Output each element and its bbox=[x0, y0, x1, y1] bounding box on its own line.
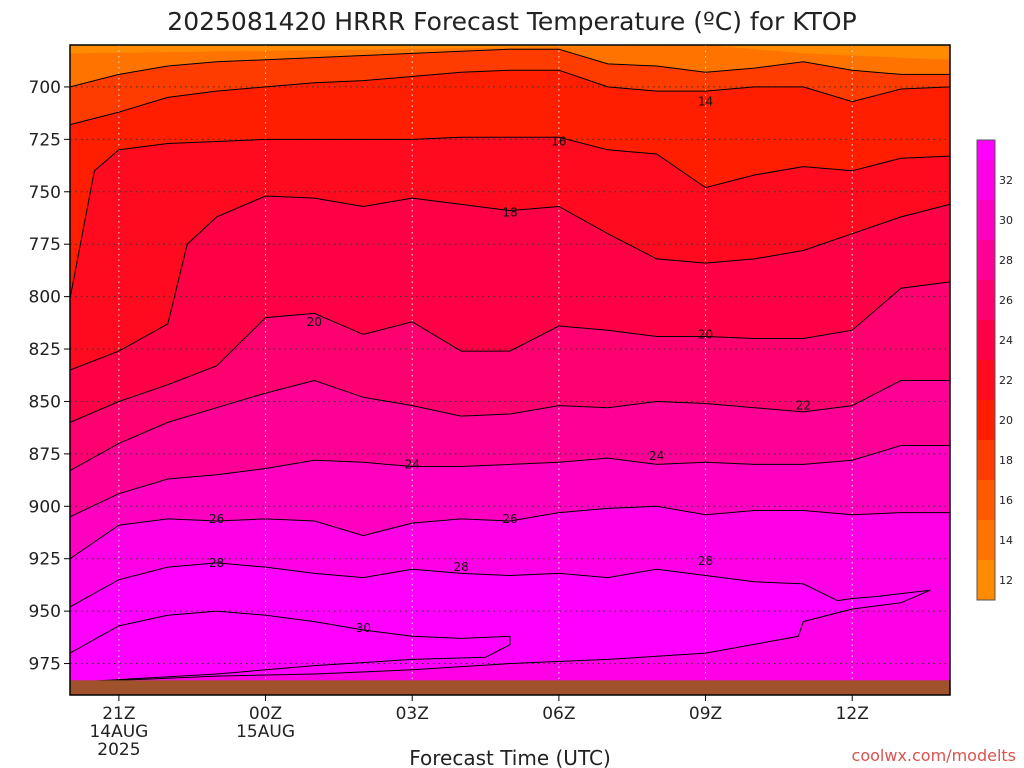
colorbar-swatch bbox=[977, 140, 995, 160]
contour-label: 20 bbox=[698, 327, 713, 341]
colorbar-swatch bbox=[977, 480, 995, 520]
band-fill-top bbox=[70, 45, 950, 60]
colorbar-tick-label: 20 bbox=[999, 414, 1013, 427]
y-axis: 700 725 750 775 800 825 850 875 900 925 950 975 bbox=[29, 78, 70, 675]
y-tick-label: 700 bbox=[29, 78, 61, 98]
temperature-fill-layer bbox=[70, 45, 950, 695]
contour-label: 20 bbox=[307, 315, 322, 329]
y-tick-label: 775 bbox=[29, 235, 61, 255]
colorbar-tick-label: 12 bbox=[999, 574, 1013, 587]
colorbar-tick-label: 16 bbox=[999, 494, 1013, 507]
contour-label: 18 bbox=[502, 206, 517, 220]
x-tick-date: 15AUG bbox=[236, 722, 295, 742]
colorbar-swatch bbox=[977, 520, 995, 560]
contour-line-32 bbox=[70, 610, 511, 683]
colorbar: 12 14 16 18 20 22 24 26 28 30 32 bbox=[976, 139, 1013, 601]
colorbar-swatch bbox=[977, 320, 995, 360]
plot-frame bbox=[69, 44, 951, 696]
colorbar-swatch bbox=[977, 360, 995, 400]
y-tick-label: 750 bbox=[29, 183, 61, 203]
contour-line-30 bbox=[70, 562, 931, 683]
contour-line-18 bbox=[70, 136, 950, 299]
colorbar-tick-label: 14 bbox=[999, 534, 1013, 547]
x-tick-label: 06Z bbox=[542, 704, 575, 724]
x-axis-label: Forecast Time (UTC) bbox=[409, 746, 611, 768]
contour-line-24 bbox=[70, 379, 950, 472]
contour-line-26 bbox=[70, 445, 950, 518]
y-tick-label: 850 bbox=[29, 392, 61, 412]
colorbar-tick-label: 24 bbox=[999, 334, 1013, 347]
x-tick-label: 00Z bbox=[249, 704, 282, 724]
colorbar-swatch bbox=[977, 440, 995, 480]
credit-text: coolwx.com/modelts bbox=[852, 746, 1016, 765]
contour-line-layer bbox=[70, 48, 950, 683]
contour-label: 14 bbox=[698, 95, 713, 109]
colorbar-tick-label: 26 bbox=[999, 294, 1013, 307]
contour-label: 16 bbox=[551, 134, 566, 148]
x-tick-year: 2025 bbox=[97, 740, 140, 760]
contour-label: 28 bbox=[453, 560, 468, 574]
y-tick-label: 825 bbox=[29, 340, 61, 360]
band-fill-32 bbox=[70, 611, 510, 683]
colorbar-tick-label: 32 bbox=[999, 174, 1013, 187]
colorbar-frame bbox=[976, 139, 996, 601]
contour-label: 30 bbox=[356, 621, 371, 635]
contour-label: 26 bbox=[209, 512, 224, 526]
y-tick-label: 875 bbox=[29, 445, 61, 465]
contour-label: 28 bbox=[698, 554, 713, 568]
colorbar-swatch bbox=[977, 560, 995, 600]
colorbar-tick-label: 18 bbox=[999, 454, 1013, 467]
y-tick-label: 925 bbox=[29, 550, 61, 570]
x-tick-label: 21Z bbox=[102, 704, 135, 724]
colorbar-swatch bbox=[977, 200, 995, 240]
colorbar-swatch bbox=[977, 280, 995, 320]
x-tick-label: 12Z bbox=[836, 704, 869, 724]
y-tick-label: 950 bbox=[29, 602, 61, 622]
contour-label: 24 bbox=[649, 449, 664, 463]
chart-title: 2025081420 HRRR Forecast Temperature (ºC… bbox=[167, 7, 856, 36]
contour-label: 28 bbox=[209, 556, 224, 570]
y-tick-label: 725 bbox=[29, 130, 61, 150]
colorbar-swatch bbox=[977, 160, 995, 200]
contour-line-28 bbox=[70, 505, 950, 560]
contour-label: 24 bbox=[405, 457, 420, 471]
x-tick-label: 03Z bbox=[396, 704, 429, 724]
contour-line-22 bbox=[70, 281, 950, 423]
colorbar-swatch bbox=[977, 240, 995, 280]
contour-label: 22 bbox=[796, 399, 811, 413]
ground-layer bbox=[70, 680, 950, 695]
contour-line-16 bbox=[70, 69, 950, 126]
contour-line-20 bbox=[70, 195, 950, 371]
y-tick-label: 900 bbox=[29, 497, 61, 517]
contour-label-layer: 14 16 18 20 20 22 24 24 26 26 28 28 28 30 bbox=[209, 95, 811, 635]
contour-label: 26 bbox=[502, 512, 517, 526]
colorbar-tick-label: 22 bbox=[999, 374, 1013, 387]
ground-surface bbox=[70, 680, 950, 695]
y-tick-label: 975 bbox=[29, 655, 61, 675]
colorbar-tick-label: 30 bbox=[999, 214, 1013, 227]
y-tick-label: 800 bbox=[29, 288, 61, 308]
x-tick-label: 09Z bbox=[689, 704, 722, 724]
contour-line-14 bbox=[70, 48, 950, 88]
x-tick-date: 14AUG bbox=[89, 722, 148, 742]
colorbar-tick-label: 28 bbox=[999, 254, 1013, 267]
colorbar-swatch bbox=[977, 400, 995, 440]
